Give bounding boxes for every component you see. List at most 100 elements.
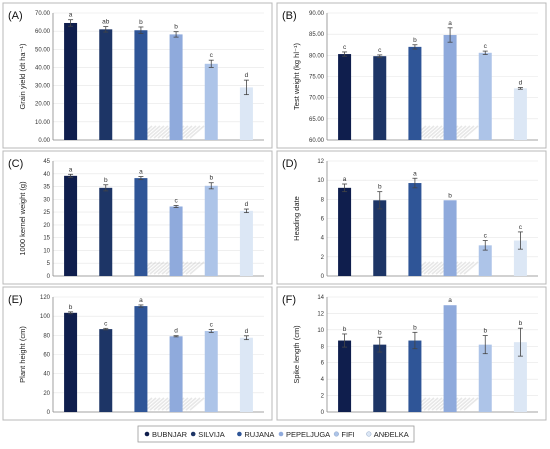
stripe: [463, 261, 479, 275]
bar: [408, 340, 422, 412]
significance-letter: c: [484, 43, 488, 50]
significance-letter: b: [378, 329, 382, 336]
significance-letter: c: [210, 52, 214, 59]
y-tick-label: 80: [43, 333, 50, 339]
y-tick-label: 10: [317, 178, 324, 184]
y-axis-title: Test weight (kg hl⁻¹): [292, 43, 301, 110]
bar: [99, 29, 113, 141]
significance-letter: b: [448, 192, 452, 199]
significance-letter: a: [448, 20, 452, 27]
y-tick-label: 90.00: [309, 11, 325, 17]
stripe: [189, 261, 205, 275]
stripe: [419, 397, 435, 411]
y-tick-label: 20.00: [35, 102, 51, 108]
y-tick-label: 70.00: [35, 11, 51, 17]
stripe: [419, 125, 435, 139]
stripe: [189, 125, 205, 139]
y-tick-label: 20: [43, 391, 50, 397]
y-tick-label: 4: [321, 377, 325, 383]
bar: [443, 305, 457, 412]
legend-entry: RUJANA: [244, 430, 274, 439]
stripe: [189, 397, 205, 411]
y-tick-label: 40: [43, 372, 50, 378]
y-tick-label: 2: [321, 394, 325, 400]
legend-marker: [144, 431, 150, 437]
significance-letter: b: [343, 326, 347, 333]
y-tick-label: 8: [321, 344, 325, 350]
panel-label: (E): [8, 294, 23, 306]
bar: [513, 88, 527, 140]
stripe: [459, 125, 475, 139]
stripe: [153, 397, 169, 411]
significance-letter: d: [245, 328, 249, 335]
panel-frame: [276, 286, 547, 421]
stripe: [185, 125, 201, 139]
y-tick-label: 75.00: [309, 75, 325, 81]
panel-label: (A): [8, 10, 23, 22]
bar: [478, 245, 492, 276]
y-tick-label: 80.00: [309, 53, 325, 59]
legend-entry: FIFI: [341, 430, 354, 439]
significance-letter: a: [413, 170, 417, 177]
significance-letter: b: [413, 37, 417, 44]
stripe: [181, 261, 197, 275]
y-tick-label: 85.00: [309, 32, 325, 38]
bar: [443, 35, 457, 140]
significance-letter: b: [69, 304, 73, 311]
y-tick-label: 0: [47, 274, 51, 280]
bar: [478, 344, 492, 412]
legend-marker: [237, 431, 242, 437]
stripe: [153, 261, 169, 275]
y-tick-label: 4: [321, 236, 325, 242]
panel-frame: [2, 286, 273, 421]
y-tick-label: 30: [43, 197, 50, 203]
y-tick-label: 50.00: [35, 47, 51, 53]
bar: [373, 56, 387, 140]
significance-letter: c: [484, 233, 488, 240]
stripe: [149, 125, 165, 139]
y-tick-label: 6: [321, 361, 325, 367]
bar: [239, 337, 253, 412]
y-tick-label: 12: [317, 159, 324, 165]
significance-letter: d: [519, 80, 523, 87]
bar: [408, 46, 422, 140]
legend-entry: SILVIJA: [198, 430, 225, 439]
significance-letter: c: [378, 47, 382, 54]
bar: [513, 240, 527, 276]
y-tick-label: 0: [47, 410, 51, 416]
stripe: [459, 261, 475, 275]
y-tick-label: 8: [321, 197, 325, 203]
stripe: [463, 125, 479, 139]
significance-letter: c: [174, 197, 178, 204]
y-tick-label: 40: [43, 172, 50, 178]
stripe: [149, 261, 165, 275]
stripe: [423, 261, 439, 275]
bar: [64, 175, 78, 276]
stripe: [181, 397, 197, 411]
significance-letter: a: [139, 297, 143, 304]
y-axis-title: 1000 kernel weight (g): [18, 181, 27, 256]
bar: [64, 312, 78, 412]
y-tick-label: 6: [321, 217, 325, 223]
y-tick-label: 25: [43, 210, 50, 216]
bar: [99, 329, 113, 412]
significance-letter: b: [209, 175, 213, 182]
bar: [373, 344, 387, 412]
y-tick-label: 60.00: [35, 29, 51, 35]
significance-letter: a: [343, 176, 347, 183]
significance-letter: b: [104, 177, 108, 184]
bar: [169, 336, 183, 412]
y-tick-label: 14: [317, 295, 324, 301]
stripe: [427, 125, 443, 139]
stripe: [455, 397, 471, 411]
bar: [443, 200, 457, 276]
bar: [134, 30, 148, 140]
significance-letter: d: [174, 328, 178, 335]
y-axis-title: Plant height (cm): [18, 326, 27, 383]
significance-letter: b: [483, 328, 487, 335]
bar: [338, 340, 352, 412]
significance-letter: c: [210, 322, 214, 329]
significance-letter: b: [413, 324, 417, 331]
panel-frame: [276, 150, 547, 285]
